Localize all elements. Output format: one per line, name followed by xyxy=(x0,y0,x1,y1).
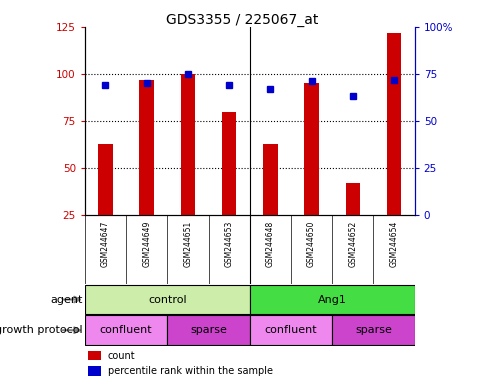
Bar xyxy=(345,183,359,215)
Text: GSM244647: GSM244647 xyxy=(101,220,110,267)
Bar xyxy=(263,144,277,215)
Bar xyxy=(249,316,332,345)
Text: confluent: confluent xyxy=(264,325,317,335)
Bar xyxy=(167,316,249,345)
Bar xyxy=(332,316,414,345)
Text: confluent: confluent xyxy=(100,325,152,335)
Bar xyxy=(85,285,249,314)
Text: control: control xyxy=(148,295,186,305)
Text: GSM244651: GSM244651 xyxy=(183,220,192,267)
Text: GSM244648: GSM244648 xyxy=(265,220,274,267)
Bar xyxy=(249,285,414,314)
Text: GSM244654: GSM244654 xyxy=(389,220,398,267)
Text: sparse: sparse xyxy=(190,325,227,335)
Bar xyxy=(88,366,101,376)
Text: sparse: sparse xyxy=(354,325,391,335)
Text: GSM244652: GSM244652 xyxy=(348,220,357,267)
Bar xyxy=(222,112,236,215)
Text: GSM244649: GSM244649 xyxy=(142,220,151,267)
Text: GSM244650: GSM244650 xyxy=(306,220,316,267)
Bar xyxy=(88,351,101,360)
Text: percentile rank within the sample: percentile rank within the sample xyxy=(108,366,272,376)
Text: agent: agent xyxy=(50,295,82,305)
Bar xyxy=(85,316,167,345)
Bar xyxy=(181,74,195,215)
Text: GSM244653: GSM244653 xyxy=(224,220,233,267)
Text: GDS3355 / 225067_at: GDS3355 / 225067_at xyxy=(166,13,318,27)
Bar xyxy=(304,83,318,215)
Bar xyxy=(139,79,153,215)
Bar xyxy=(98,144,112,215)
Text: growth protocol: growth protocol xyxy=(0,325,82,335)
Text: Ang1: Ang1 xyxy=(317,295,346,305)
Bar xyxy=(386,33,400,215)
Text: count: count xyxy=(108,351,136,361)
